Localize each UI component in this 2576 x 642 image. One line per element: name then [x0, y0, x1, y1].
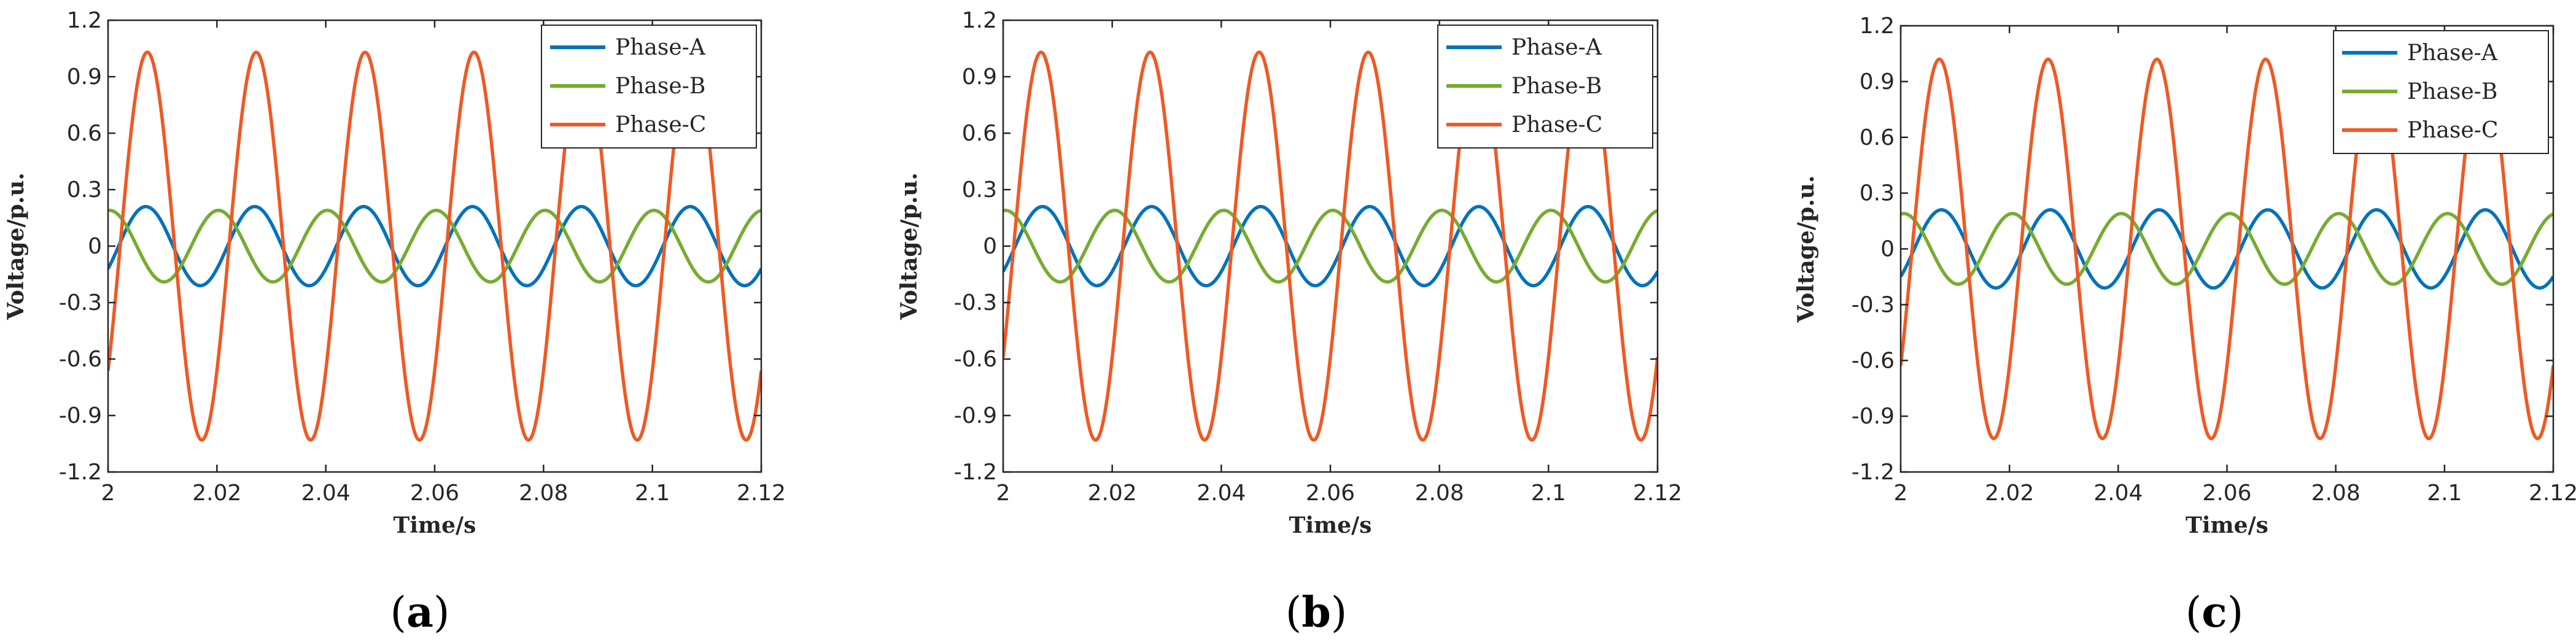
- chart-panel-b: 2 2.02 2.04 2.06 2.08 2.1 2.12 -1.2 -0.9 -0.6 -0.3…: [896, 8, 1682, 637]
- y-tick-label: -0.9: [1852, 404, 1895, 429]
- y-tick-label: -1.2: [1852, 460, 1895, 485]
- x-tick-label: 2.1: [2427, 481, 2462, 506]
- y-tick-label: 1.2: [1860, 14, 1895, 39]
- y-tick-label: -0.6: [1852, 348, 1895, 373]
- x-tick-label: 2.02: [1985, 481, 2034, 506]
- y-tick-label: -1.2: [59, 460, 102, 485]
- x-tick-label: 2.06: [1306, 481, 1355, 506]
- legend-label: Phase-B: [1511, 74, 1602, 99]
- y-axis-label: Voltage/p.u.: [1793, 176, 1819, 323]
- series-line-phase-a: [1901, 208, 2553, 290]
- x-tick-label: 2.02: [192, 481, 241, 506]
- x-tick-label: 2.12: [1633, 481, 1682, 506]
- chart-panel-c: 2 2.02 2.04 2.06 2.08 2.1 2.12 -1.2 -0.9 -0.6 -0.3…: [1793, 14, 2576, 637]
- series-line-phase-b: [1003, 208, 1658, 284]
- x-axis-label: Time/s: [1289, 512, 1372, 538]
- y-tick-label: 0.9: [1860, 69, 1895, 95]
- y-tick-label: 0.9: [67, 64, 102, 90]
- chart-panel-a: 2 2.02 2.04 2.06 2.08 2.1 2.12 -1.2 -0.9 -0.6 -0.3…: [3, 8, 786, 637]
- legend-label: Phase-B: [2407, 79, 2497, 104]
- x-axis-label: Time/s: [394, 512, 476, 538]
- legend-label: Phase-A: [615, 35, 706, 60]
- y-tick-label: 0.6: [67, 121, 102, 146]
- y-tick-label: -0.9: [954, 403, 997, 428]
- y-tick-label: -1.2: [954, 460, 997, 485]
- legend-label: Phase-C: [2407, 118, 2498, 143]
- x-tick-label: 2.12: [2529, 481, 2576, 506]
- series-line-phase-c: [108, 50, 761, 442]
- x-tick-label: 2.02: [1088, 481, 1137, 506]
- series-line-phase-c: [1003, 50, 1658, 442]
- y-tick-label: -0.3: [1852, 292, 1895, 317]
- series-group: [1901, 57, 2553, 441]
- y-tick-label: 0: [983, 234, 997, 259]
- series-line-phase-c: [1901, 57, 2553, 441]
- x-tick-label: 2.04: [301, 481, 351, 506]
- x-tick-label: 2.04: [2093, 481, 2143, 506]
- legend-label: Phase-C: [615, 112, 706, 137]
- caption-paren: (: [390, 589, 406, 637]
- panel-caption: (a): [390, 588, 449, 637]
- legend-label: Phase-C: [1511, 112, 1602, 137]
- y-tick-label: 0.3: [1860, 181, 1895, 206]
- caption-paren: (: [2186, 589, 2202, 637]
- y-axis-label: Voltage/p.u.: [3, 172, 29, 320]
- y-tick-label: 0: [88, 234, 102, 259]
- x-tick-label: 2.08: [2311, 481, 2361, 506]
- caption-letter: b: [1302, 588, 1331, 637]
- panel-caption: (b): [1286, 588, 1348, 637]
- y-tick-label: -0.9: [59, 403, 102, 428]
- y-tick-label: -0.3: [954, 290, 997, 315]
- y-tick-label: -0.6: [954, 347, 997, 372]
- series-line-phase-a: [108, 204, 761, 288]
- x-tick-label: 2.06: [410, 481, 459, 506]
- x-tick-label: 2.1: [635, 481, 670, 506]
- legend-label: Phase-B: [615, 74, 705, 99]
- y-tick-label: 0.6: [962, 121, 997, 146]
- caption-letter: a: [406, 588, 433, 637]
- x-tick-label: 2.1: [1531, 481, 1566, 506]
- x-tick-label: 2.12: [737, 481, 786, 506]
- x-tick-label: 2.04: [1197, 481, 1246, 506]
- caption-letter: c: [2202, 588, 2227, 637]
- series-group: [108, 50, 761, 442]
- x-axis-label: Time/s: [2186, 512, 2268, 538]
- series-line-phase-b: [1901, 212, 2553, 286]
- panel-caption: (c): [2186, 588, 2243, 637]
- x-tick-label: 2: [996, 481, 1011, 506]
- y-axis-label: Voltage/p.u.: [896, 172, 922, 320]
- legend-label: Phase-A: [2407, 41, 2498, 66]
- x-tick-label: 2: [1894, 481, 1908, 506]
- y-tick-label: 0: [1880, 237, 1895, 262]
- legend-label: Phase-A: [1511, 35, 1602, 60]
- x-tick-label: 2.06: [2202, 481, 2251, 506]
- x-tick-label: 2.08: [519, 481, 568, 506]
- x-tick-label: 2.08: [1415, 481, 1464, 506]
- caption-paren: ): [2227, 589, 2244, 637]
- y-tick-label: 0.3: [67, 177, 102, 203]
- caption-paren: ): [433, 589, 450, 637]
- y-tick-label: 0.6: [1860, 125, 1895, 150]
- y-tick-label: -0.3: [59, 290, 102, 315]
- y-tick-label: 0.9: [962, 64, 997, 90]
- x-tick-label: 2: [101, 481, 115, 506]
- y-tick-label: 1.2: [67, 8, 102, 33]
- series-line-phase-b: [108, 208, 761, 284]
- caption-paren: ): [1331, 589, 1348, 637]
- y-tick-label: 1.2: [962, 8, 997, 33]
- y-tick-label: -0.6: [59, 347, 102, 372]
- series-group: [1003, 50, 1658, 442]
- caption-paren: (: [1286, 589, 1302, 637]
- y-tick-label: 0.3: [962, 177, 997, 203]
- series-line-phase-a: [1003, 204, 1658, 288]
